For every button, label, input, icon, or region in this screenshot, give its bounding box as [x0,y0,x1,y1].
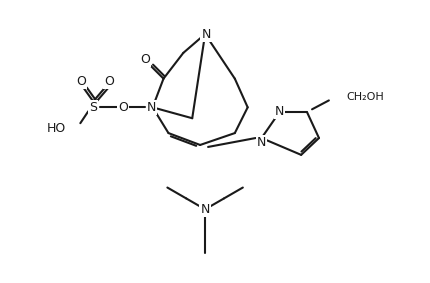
Text: N: N [256,136,266,149]
Text: N: N [200,203,209,216]
Text: O: O [104,75,114,88]
Text: CH₂OH: CH₂OH [346,93,384,102]
Text: S: S [89,101,97,114]
Text: O: O [139,53,149,66]
Text: HO: HO [47,122,66,135]
Text: N: N [274,105,283,118]
Text: N: N [201,27,210,40]
Text: O: O [118,101,128,114]
Text: N: N [147,101,156,114]
Text: O: O [76,75,86,88]
